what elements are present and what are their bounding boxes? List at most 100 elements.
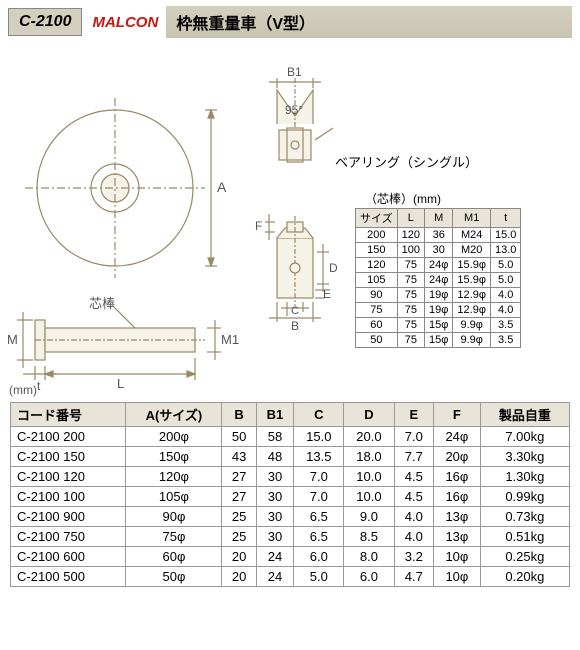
small-table-cell: 15.9φ <box>453 273 491 288</box>
table-row: C-2100 150150φ434813.518.07.720φ3.30kg <box>11 447 570 467</box>
svg-text:F: F <box>255 219 262 233</box>
table-cell: 4.0 <box>394 527 434 547</box>
main-table-header: B1 <box>256 403 293 427</box>
table-cell: 4.5 <box>394 467 434 487</box>
table-cell: 30 <box>256 527 293 547</box>
brand-logo: MALCON <box>92 14 158 31</box>
table-cell: 4.5 <box>394 487 434 507</box>
small-table-row: 907519φ12.9φ4.0 <box>356 288 521 303</box>
table-cell: 105φ <box>126 487 222 507</box>
bearing-label: ベアリング（シングル） <box>335 152 478 171</box>
table-cell: 10φ <box>434 547 481 567</box>
table-cell: C-2100 150 <box>11 447 126 467</box>
table-cell: C-2100 750 <box>11 527 126 547</box>
small-table-cell: 12.9φ <box>453 288 491 303</box>
table-cell: 6.5 <box>294 507 344 527</box>
table-cell: 25 <box>222 507 256 527</box>
small-table-row: 757519φ12.9φ4.0 <box>356 303 521 318</box>
svg-text:D: D <box>329 261 338 275</box>
small-table-row: 1057524φ15.9φ5.0 <box>356 273 521 288</box>
table-cell: 1.30kg <box>480 467 569 487</box>
table-cell: 7.7 <box>394 447 434 467</box>
table-cell: 120φ <box>126 467 222 487</box>
table-cell: 24 <box>256 547 293 567</box>
table-row: C-2100 50050φ20245.06.04.710φ0.20kg <box>11 567 570 587</box>
table-cell: 25 <box>222 527 256 547</box>
table-cell: C-2100 500 <box>11 567 126 587</box>
table-cell: 150φ <box>126 447 222 467</box>
svg-text:t: t <box>37 379 41 393</box>
table-cell: 90φ <box>126 507 222 527</box>
table-row: C-2100 200200φ505815.020.07.024φ7.00kg <box>11 427 570 447</box>
small-table-header: t <box>490 209 520 228</box>
table-cell: C-2100 600 <box>11 547 126 567</box>
table-cell: 4.7 <box>394 567 434 587</box>
main-table-header: A(サイズ) <box>126 403 222 427</box>
small-table-cell: 60 <box>356 318 398 333</box>
product-title: 枠無重量車（V型） <box>166 6 572 38</box>
table-row: C-2100 100105φ27307.010.04.516φ0.99kg <box>11 487 570 507</box>
table-cell: 0.99kg <box>480 487 569 507</box>
table-cell: 18.0 <box>344 447 394 467</box>
table-cell: 7.0 <box>394 427 434 447</box>
small-table-cell: 75 <box>397 303 424 318</box>
small-table-cell: 15.9φ <box>453 258 491 273</box>
small-table-cell: 15φ <box>425 333 453 348</box>
table-row: C-2100 90090φ25306.59.04.013φ0.73kg <box>11 507 570 527</box>
main-table-header: E <box>394 403 434 427</box>
table-cell: 15.0 <box>294 427 344 447</box>
svg-text:C: C <box>291 305 299 317</box>
small-table-cell: 5.0 <box>490 258 520 273</box>
table-cell: 7.0 <box>294 467 344 487</box>
svg-text:B1: B1 <box>287 65 302 79</box>
small-table-cell: 75 <box>397 333 424 348</box>
small-table-cell: 4.0 <box>490 288 520 303</box>
table-cell: C-2100 100 <box>11 487 126 507</box>
table-cell: 24φ <box>434 427 481 447</box>
small-table-cell: 90 <box>356 288 398 303</box>
table-cell: 43 <box>222 447 256 467</box>
table-cell: 58 <box>256 427 293 447</box>
table-cell: 30 <box>256 467 293 487</box>
small-table-cell: 200 <box>356 228 398 243</box>
product-code-badge: C-2100 <box>8 8 82 36</box>
table-row: C-2100 60060φ20246.08.03.210φ0.25kg <box>11 547 570 567</box>
table-cell: 50φ <box>126 567 222 587</box>
table-cell: 16φ <box>434 467 481 487</box>
small-table-caption: （芯棒）(mm) <box>365 190 441 207</box>
table-cell: 10.0 <box>344 487 394 507</box>
small-table-cell: 12.9φ <box>453 303 491 318</box>
table-cell: 30 <box>256 487 293 507</box>
table-row: C-2100 120120φ27307.010.04.516φ1.30kg <box>11 467 570 487</box>
small-table-cell: 3.5 <box>490 333 520 348</box>
table-cell: C-2100 200 <box>11 427 126 447</box>
table-cell: 10φ <box>434 567 481 587</box>
svg-text:(mm): (mm) <box>9 383 37 397</box>
table-cell: 10.0 <box>344 467 394 487</box>
small-table-cell: 5.0 <box>490 273 520 288</box>
small-table-header: サイズ <box>356 209 398 228</box>
table-cell: 200φ <box>126 427 222 447</box>
table-cell: 27 <box>222 487 256 507</box>
small-table-cell: 75 <box>397 288 424 303</box>
table-cell: 3.2 <box>394 547 434 567</box>
svg-text:A: A <box>217 179 227 195</box>
small-table-row: 1207524φ15.9φ5.0 <box>356 258 521 273</box>
small-table-row: 15010030M2013.0 <box>356 243 521 258</box>
small-table-row: 607515φ9.9φ3.5 <box>356 318 521 333</box>
product-spec-table: コード番号A(サイズ)BB1CDEF製品自重 C-2100 200200φ505… <box>10 402 570 587</box>
table-cell: 13φ <box>434 507 481 527</box>
small-table-cell: 4.0 <box>490 303 520 318</box>
small-table-row: 20012036M2415.0 <box>356 228 521 243</box>
main-table-header: B <box>222 403 256 427</box>
svg-text:L: L <box>117 376 124 391</box>
small-table-cell: 50 <box>356 333 398 348</box>
table-cell: 75φ <box>126 527 222 547</box>
table-cell: 7.00kg <box>480 427 569 447</box>
main-table-header: D <box>344 403 394 427</box>
table-cell: 20.0 <box>344 427 394 447</box>
table-cell: 6.5 <box>294 527 344 547</box>
table-cell: 20 <box>222 567 256 587</box>
table-cell: 8.0 <box>344 547 394 567</box>
small-table-cell: 15φ <box>425 318 453 333</box>
